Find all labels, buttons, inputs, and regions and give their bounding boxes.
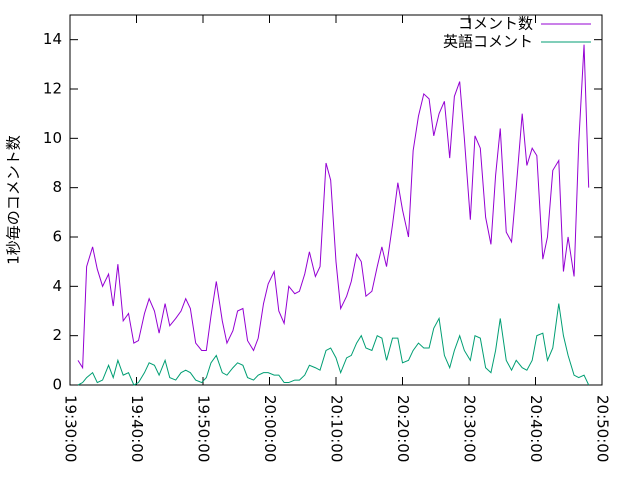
legend-label: コメント数 xyxy=(458,15,533,33)
y-tick-label: 2 xyxy=(52,326,62,344)
y-tick-label: 6 xyxy=(52,228,62,246)
y-axis-label: 1秒毎のコメント数 xyxy=(5,135,23,265)
x-tick-label: 20:00:00 xyxy=(261,395,279,462)
y-tick-label: 14 xyxy=(43,30,62,48)
y-tick-label: 4 xyxy=(52,277,62,295)
y-tick-label: 10 xyxy=(43,129,62,147)
y-tick-label: 8 xyxy=(52,178,62,196)
x-tick-label: 20:10:00 xyxy=(328,395,346,462)
legend-label: 英語コメント xyxy=(443,33,533,51)
x-tick-label: 20:50:00 xyxy=(594,395,612,462)
x-tick-label: 19:50:00 xyxy=(195,395,213,462)
x-tick-label: 20:30:00 xyxy=(461,395,479,462)
x-tick-label: 19:40:00 xyxy=(128,395,146,462)
x-tick-label: 20:20:00 xyxy=(394,395,412,462)
series-line xyxy=(77,44,590,370)
series-line xyxy=(77,303,590,386)
x-tick-label: 20:40:00 xyxy=(527,395,545,462)
y-tick-label: 12 xyxy=(43,80,62,98)
y-tick-label: 0 xyxy=(52,376,62,394)
plot-border xyxy=(69,14,603,386)
x-tick-label: 19:30:00 xyxy=(62,395,80,462)
